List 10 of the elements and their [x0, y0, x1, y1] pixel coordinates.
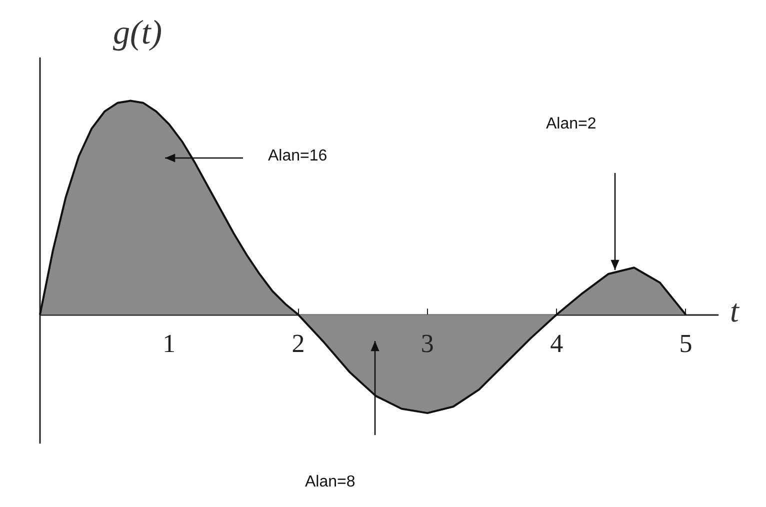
x-tick-label: 4	[550, 329, 564, 358]
annotation: Alan=2	[546, 116, 596, 132]
text: Alan=8	[305, 474, 356, 490]
x-tick-label: 3	[420, 329, 434, 358]
y-axis-title: g(t)	[113, 14, 162, 52]
x-tick-label: 1	[162, 329, 176, 358]
x-axis-title: t	[730, 292, 740, 329]
x-tick-label: 5	[679, 329, 692, 358]
x-tick-label: 2	[292, 329, 305, 358]
annotation: Alan=16	[268, 148, 328, 164]
